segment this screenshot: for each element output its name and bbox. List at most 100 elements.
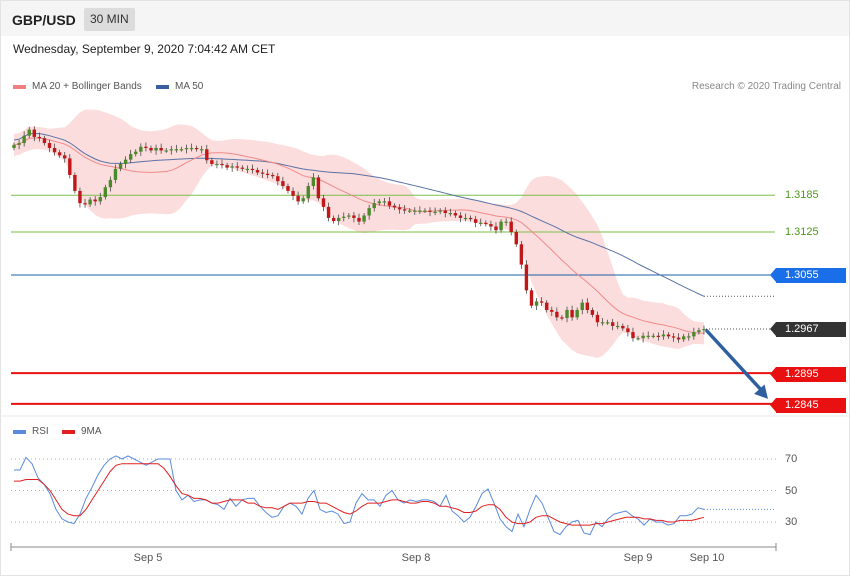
candle (154, 144, 158, 155)
candle-body (565, 309, 569, 318)
candle (281, 176, 285, 190)
candle-body (245, 168, 250, 171)
ma50-line (13, 132, 705, 297)
ma9-swatch (62, 429, 75, 434)
candle-body (641, 335, 645, 339)
candle (276, 172, 280, 186)
candle (428, 207, 432, 217)
candle (347, 213, 351, 220)
candle (321, 194, 326, 212)
x-axis (10, 543, 777, 551)
candle (397, 204, 402, 214)
candle-body (174, 149, 179, 151)
candle-body (666, 334, 671, 337)
level-label-5: 1.2895 (770, 367, 846, 382)
candle (616, 321, 620, 330)
x-tick-sep8: Sep 8 (401, 552, 431, 564)
candle (697, 327, 701, 335)
candle (387, 197, 392, 210)
ma20-swatch (13, 84, 26, 89)
candle (661, 330, 666, 340)
candle (296, 191, 300, 205)
candle-body (342, 216, 346, 218)
x-tick-sep5: Sep 5 (133, 552, 163, 564)
candle-body (616, 325, 620, 328)
candle-body (128, 154, 133, 160)
candle-body (636, 338, 640, 340)
copyright-text: Research © 2020 Trading Central (691, 81, 841, 92)
candle (656, 332, 661, 341)
candle (240, 165, 245, 172)
candle (534, 298, 539, 310)
candle (225, 162, 229, 171)
candle-body (504, 221, 508, 223)
candle (524, 260, 529, 294)
candle-body (306, 186, 310, 199)
candle (408, 208, 412, 214)
candle (610, 318, 615, 331)
level-label-6: 1.2845 (770, 398, 846, 413)
candle (215, 160, 219, 169)
candle (337, 214, 341, 226)
candle (164, 147, 168, 153)
forecast-arrow-shaft (705, 329, 764, 393)
candle (545, 300, 549, 313)
candle-body (78, 190, 82, 204)
rsi-swatch (13, 429, 26, 434)
candle (73, 172, 77, 194)
candle (580, 299, 584, 315)
candle-body (265, 173, 270, 175)
candle-body (514, 232, 518, 245)
candle (342, 212, 346, 222)
ma20-legend-label: MA 20 + Bollinger Bands (32, 81, 142, 92)
candle-body (134, 151, 138, 155)
candle-body (433, 211, 437, 213)
candle-body (326, 206, 331, 218)
candle (463, 213, 468, 222)
candle (88, 197, 92, 207)
candle-body (260, 172, 265, 174)
candle-body (539, 301, 544, 303)
candle-body (534, 301, 539, 306)
candle-body (585, 302, 590, 310)
candle-body (550, 309, 554, 312)
x-tick-sep10: Sep 10 (689, 552, 725, 564)
candle-body (555, 311, 559, 318)
current-price-label: 1.2967 (770, 322, 846, 337)
rsi-tick-30: 30 (785, 516, 798, 528)
candle (118, 161, 123, 172)
candle-body (687, 336, 691, 338)
candle (362, 213, 366, 225)
candle-body (524, 264, 529, 291)
candle-body (676, 337, 681, 340)
bollinger-band-area (14, 109, 704, 358)
candle (692, 327, 696, 340)
candle-body (240, 167, 245, 169)
candle-body (610, 322, 615, 326)
candle-body (453, 213, 458, 216)
candle-body (331, 217, 336, 221)
candle-body (397, 207, 402, 210)
candle (702, 325, 706, 335)
candle-body (448, 213, 453, 215)
candle (306, 182, 310, 203)
candle-body (423, 210, 427, 212)
candle (382, 197, 387, 206)
candle-body (73, 174, 77, 191)
candle-body (68, 158, 72, 175)
level-lines (11, 194, 776, 405)
candle (194, 145, 199, 152)
candle (504, 218, 508, 226)
candle (52, 143, 57, 156)
candle (494, 222, 498, 234)
candle (331, 215, 336, 224)
level-label-3: 1.3055 (770, 268, 846, 283)
candle (682, 333, 686, 342)
timeframe-button[interactable]: 30 MIN (84, 8, 135, 31)
candle-body (682, 336, 686, 340)
candle (230, 163, 234, 172)
candle-body (296, 195, 300, 202)
rsi-tick-50: 50 (785, 485, 798, 497)
candle (570, 305, 574, 321)
